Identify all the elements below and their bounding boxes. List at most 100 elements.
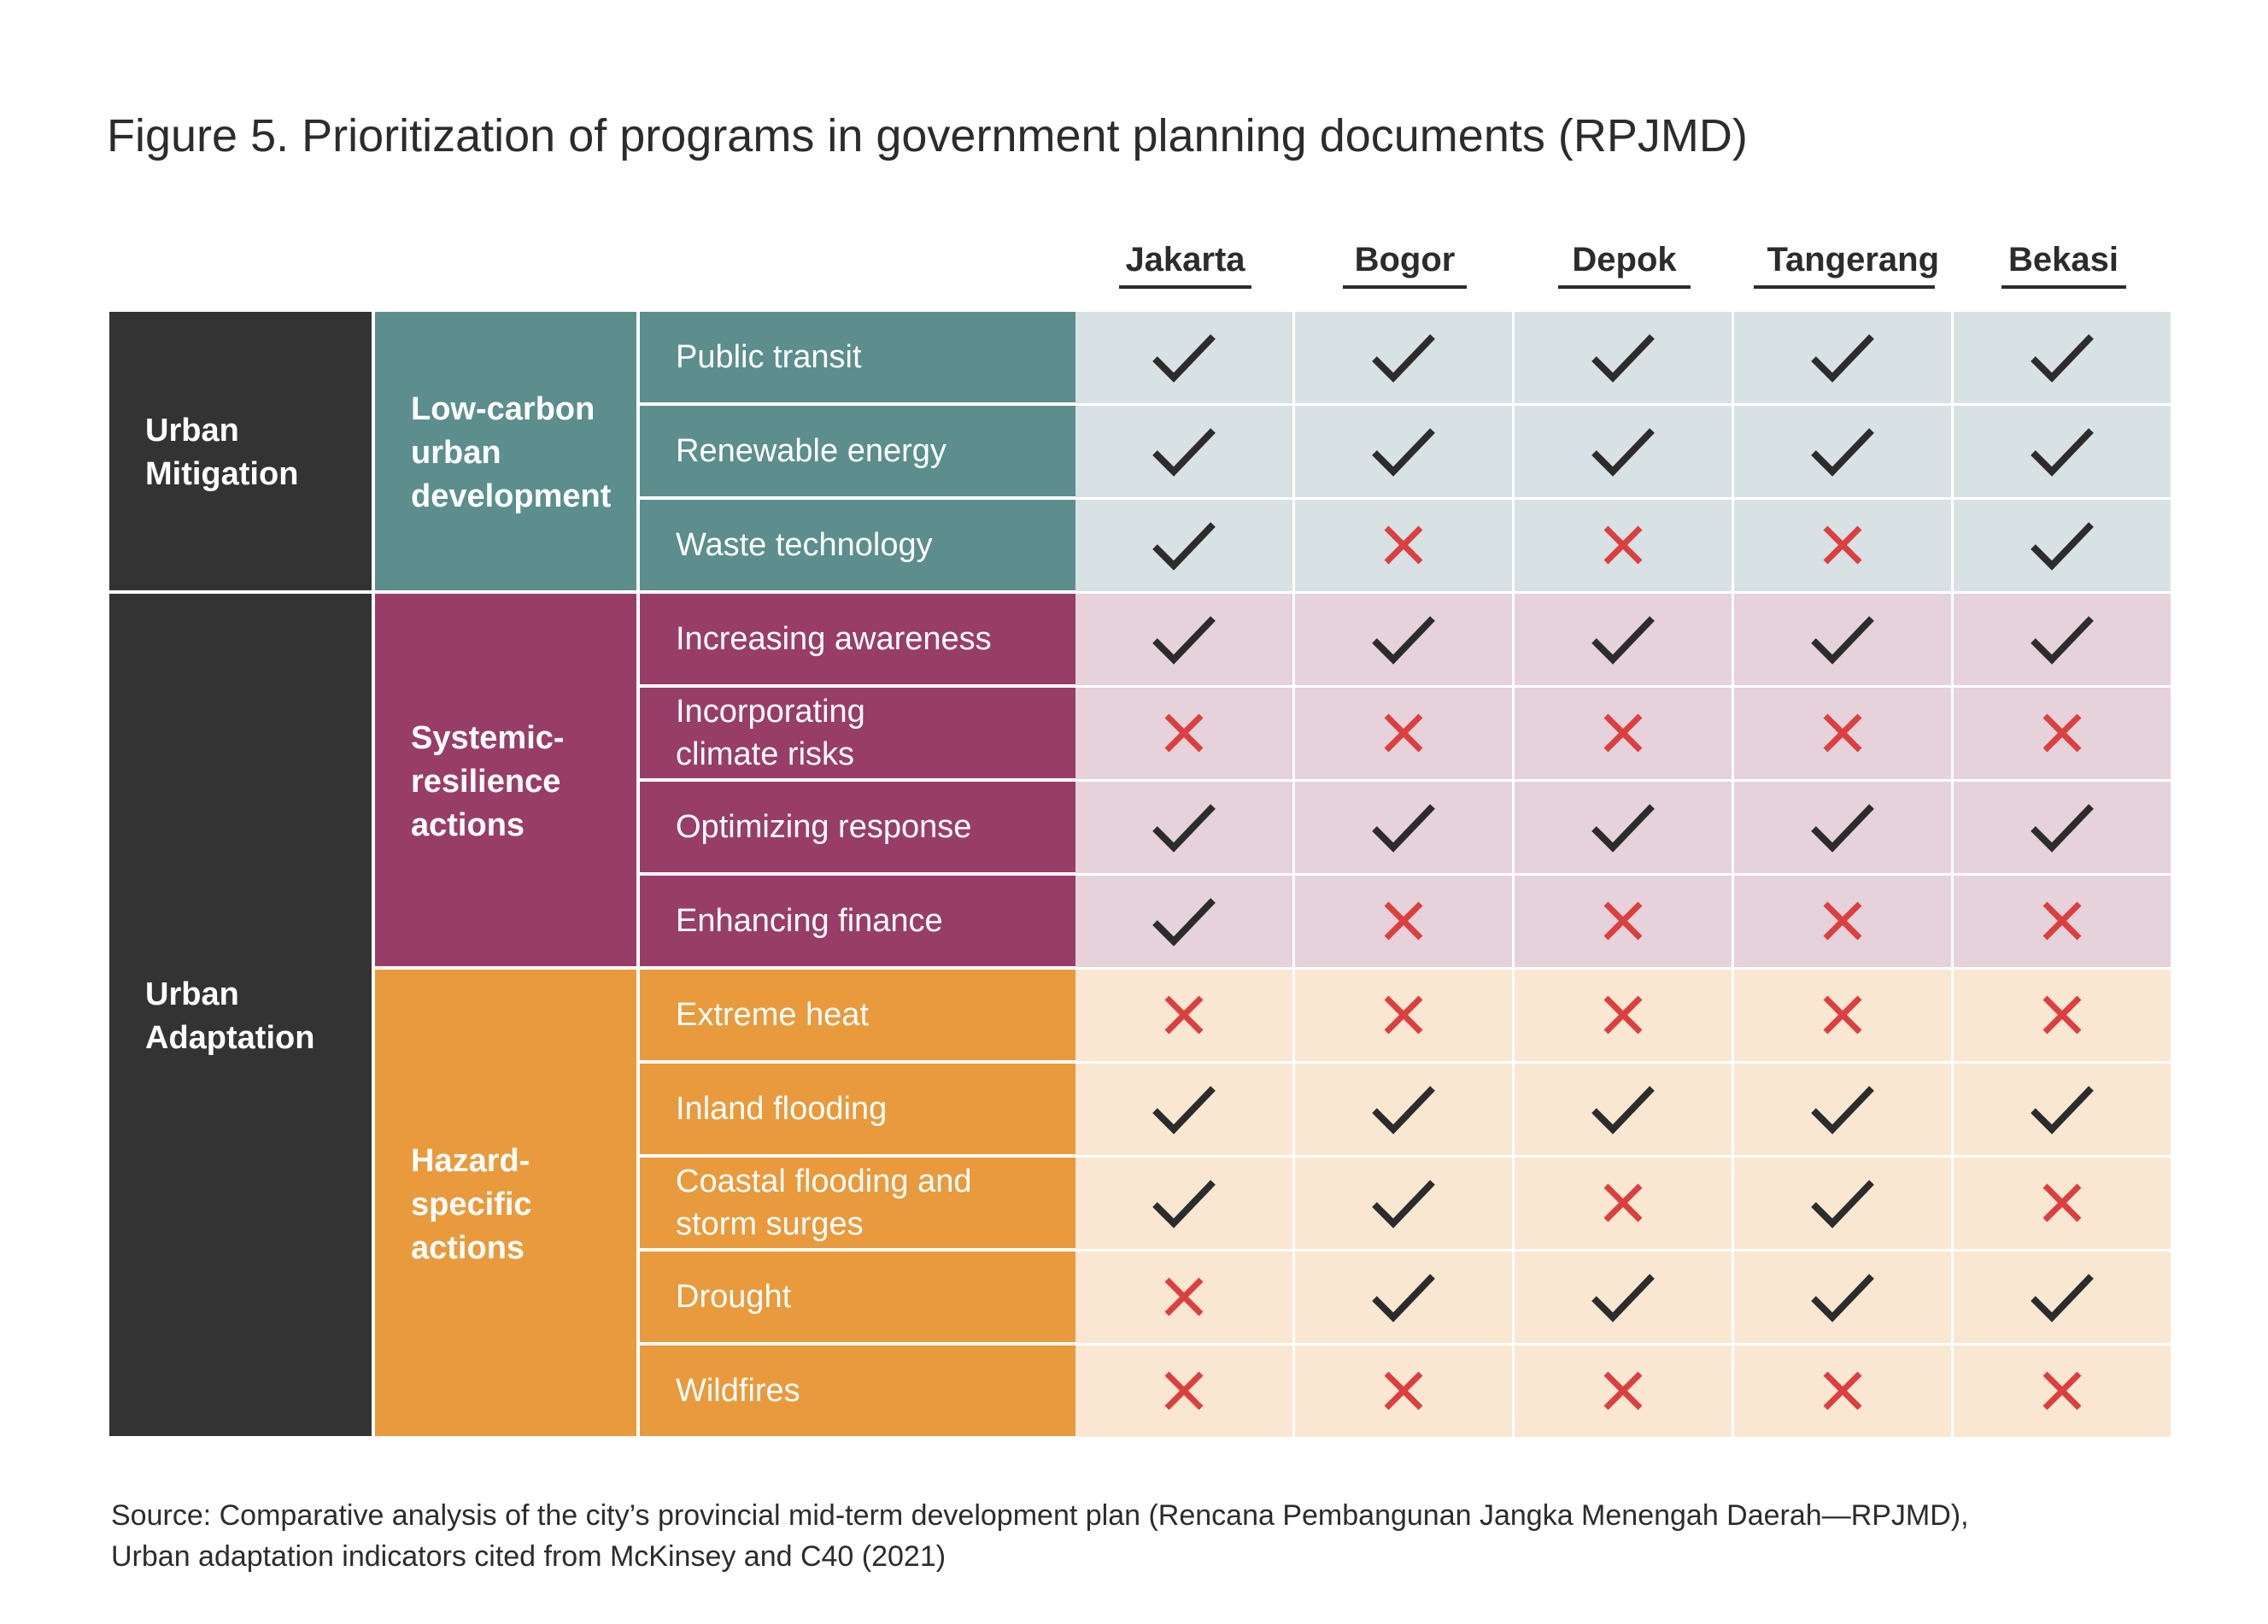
cell-renewable-energy-tangerang [1734, 406, 1951, 497]
group-label: Hazard- specific actions [411, 1143, 532, 1266]
check-icon [1372, 1085, 1435, 1134]
cross-icon [1603, 1371, 1643, 1410]
group-label: Systemic- resilience actions [411, 720, 565, 843]
check-icon [2031, 1085, 2094, 1134]
cell-inland-flooding-bogor [1295, 1064, 1512, 1155]
check-icon [1591, 333, 1655, 383]
cell-waste-technology-bogor [1295, 500, 1512, 591]
cross-icon [1384, 901, 1423, 940]
check-icon [1152, 521, 1216, 571]
check-icon [1591, 615, 1655, 665]
check-icon [2031, 1273, 2094, 1322]
check-icon [2031, 803, 2094, 853]
cell-wildfires-bekasi [1954, 1346, 2171, 1437]
row-label-wildfires: Wildfires [640, 1346, 1075, 1436]
column-header-bekasi: Bekasi [2008, 241, 2119, 278]
cross-icon [1384, 713, 1423, 752]
check-icon [1152, 1085, 1216, 1134]
cell-public-transit-depok [1515, 312, 1732, 403]
check-icon [1372, 615, 1435, 665]
cell-extreme-heat-depok [1515, 970, 1732, 1061]
row-label-drought: Drought [640, 1252, 1075, 1342]
cross-icon [1384, 995, 1423, 1034]
check-icon [1811, 615, 1874, 665]
cell-extreme-heat-bogor [1295, 970, 1512, 1061]
cell-drought-jakarta [1075, 1252, 1292, 1343]
cell-drought-bogor [1295, 1252, 1512, 1343]
check-icon [1591, 1085, 1655, 1134]
cell-enhancing-finance-bogor [1295, 876, 1512, 967]
check-icon [1372, 1273, 1435, 1322]
cell-optimizing-response-jakarta [1075, 782, 1292, 873]
check-icon [1372, 803, 1435, 853]
cell-optimizing-response-bekasi [1954, 782, 2171, 873]
check-icon [2031, 333, 2094, 383]
cross-icon [1603, 995, 1643, 1034]
cell-optimizing-response-depok [1515, 782, 1732, 873]
check-icon [1152, 803, 1216, 853]
cell-increasing-awareness-depok [1515, 594, 1732, 685]
cell-waste-technology-tangerang [1734, 500, 1951, 591]
cross-icon [2042, 1183, 2082, 1222]
cell-drought-tangerang [1734, 1252, 1951, 1343]
cell-renewable-energy-bekasi [1954, 406, 2171, 497]
cell-coastal-flooding-and-storm-surges-depok [1515, 1158, 1732, 1249]
cross-icon [2042, 995, 2082, 1034]
cross-icon [2042, 713, 2082, 752]
cell-coastal-flooding-and-storm-surges-bogor [1295, 1158, 1512, 1249]
cell-enhancing-finance-jakarta [1075, 876, 1292, 967]
category-label: Urban Adaptation [145, 976, 315, 1056]
cross-icon [1384, 1371, 1423, 1410]
cross-icon [1164, 1277, 1204, 1316]
row-label-coastal-flooding-and-storm-surges: Coastal flooding and storm surges [640, 1158, 1075, 1248]
figure-title: Figure 5. Prioritization of programs in … [107, 110, 1748, 161]
row-label-optimizing-response: Optimizing response [640, 782, 1075, 872]
cell-inland-flooding-depok [1515, 1064, 1732, 1155]
group-low-carbon-urban-development: Low-carbon urban development [375, 312, 636, 590]
check-icon [1591, 427, 1655, 477]
check-icon [1152, 897, 1216, 947]
category-urban-adaptation: Urban Adaptation [109, 594, 372, 1436]
cell-waste-technology-jakarta [1075, 500, 1292, 591]
cell-incorporating-climate-risks-tangerang [1734, 688, 1951, 779]
cross-icon [1823, 995, 1862, 1034]
cross-icon [1164, 995, 1204, 1034]
cell-inland-flooding-jakarta [1075, 1064, 1292, 1155]
cell-incorporating-climate-risks-depok [1515, 688, 1732, 779]
cell-increasing-awareness-bekasi [1954, 594, 2171, 685]
row-label-extreme-heat: Extreme heat [640, 970, 1075, 1060]
cell-optimizing-response-tangerang [1734, 782, 1951, 873]
check-icon [1152, 1179, 1216, 1228]
cell-incorporating-climate-risks-bogor [1295, 688, 1512, 779]
column-header-underline [2001, 285, 2126, 289]
check-icon [1372, 1179, 1435, 1228]
cross-icon [1823, 713, 1862, 752]
category-urban-mitigation: Urban Mitigation [109, 312, 372, 590]
cross-icon [1823, 1371, 1862, 1410]
column-header-tangerang: Tangerang [1767, 241, 1940, 278]
cell-renewable-energy-depok [1515, 406, 1732, 497]
cell-wildfires-depok [1515, 1346, 1732, 1437]
cell-coastal-flooding-and-storm-surges-bekasi [1954, 1158, 2171, 1249]
cell-incorporating-climate-risks-jakarta [1075, 688, 1292, 779]
cell-increasing-awareness-bogor [1295, 594, 1512, 685]
check-icon [1811, 803, 1874, 853]
check-icon [2031, 615, 2094, 665]
cell-waste-technology-depok [1515, 500, 1732, 591]
cell-wildfires-tangerang [1734, 1346, 1951, 1437]
source-note: Source: Comparative analysis of the city… [111, 1499, 1969, 1573]
group-systemic-resilience-actions: Systemic- resilience actions [375, 594, 636, 966]
row-label-public-transit: Public transit [640, 312, 1075, 402]
check-icon [1152, 333, 1216, 383]
cell-public-transit-jakarta [1075, 312, 1292, 403]
cell-wildfires-jakarta [1075, 1346, 1292, 1437]
cell-increasing-awareness-tangerang [1734, 594, 1951, 685]
category-label: Urban Mitigation [145, 413, 299, 492]
column-header-depok: Depok [1572, 241, 1677, 278]
cell-enhancing-finance-bekasi [1954, 876, 2171, 967]
cross-icon [1823, 901, 1862, 940]
cross-icon [1823, 525, 1862, 564]
cross-icon [1164, 1371, 1204, 1410]
column-header-underline [1343, 285, 1467, 289]
cell-public-transit-bogor [1295, 312, 1512, 403]
